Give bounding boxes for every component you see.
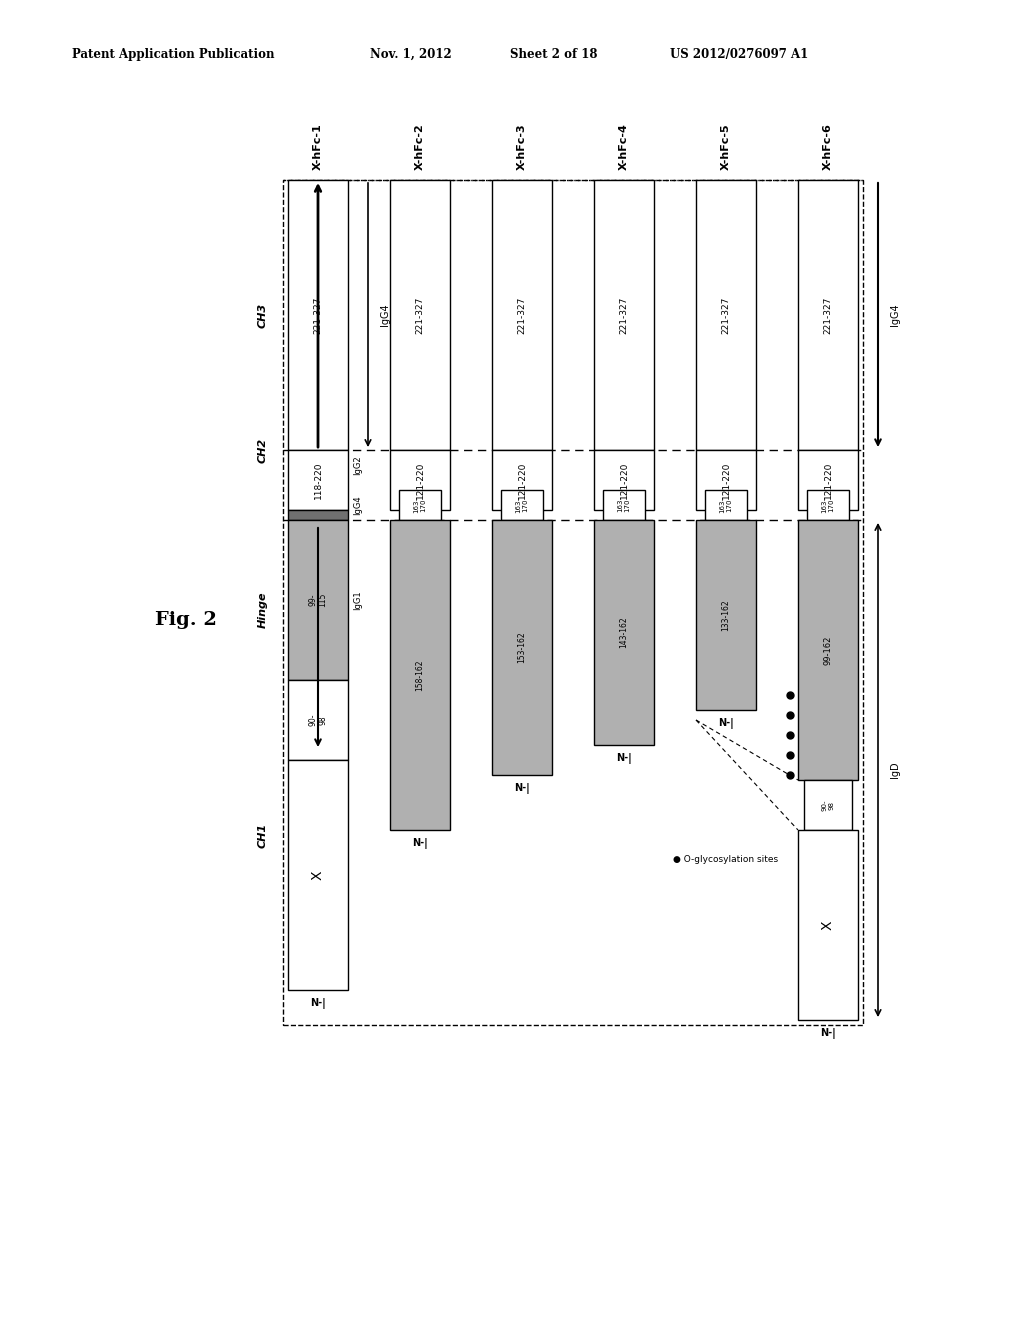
Text: X-hFc-5: X-hFc-5	[721, 123, 731, 170]
Text: N-|: N-|	[514, 783, 529, 795]
Text: 99-
115: 99- 115	[308, 593, 328, 607]
Bar	[501, 490, 543, 520]
Bar	[798, 520, 858, 780]
Text: Sheet 2 of 18: Sheet 2 of 18	[510, 48, 597, 61]
Text: ● O-glycosylation sites: ● O-glycosylation sites	[673, 855, 778, 865]
Bar	[399, 490, 441, 520]
Bar	[390, 180, 450, 450]
Text: N-|: N-|	[412, 838, 428, 849]
Bar	[594, 180, 654, 450]
Text: 99-162: 99-162	[823, 635, 833, 665]
Text: N-|: N-|	[820, 1028, 836, 1039]
Text: 121-220: 121-220	[517, 461, 526, 499]
Text: X: X	[311, 870, 325, 879]
Bar	[696, 180, 756, 450]
Text: 221-327: 221-327	[313, 296, 323, 334]
Text: IgG2: IgG2	[353, 455, 362, 475]
Bar	[288, 180, 348, 450]
Bar	[804, 780, 852, 830]
Text: 121-220: 121-220	[416, 461, 425, 499]
Text: Nov. 1, 2012: Nov. 1, 2012	[370, 48, 452, 61]
Bar	[288, 520, 348, 680]
Bar	[492, 520, 552, 775]
Text: 118-220: 118-220	[313, 461, 323, 499]
Bar	[807, 490, 849, 520]
Text: 121-220: 121-220	[620, 461, 629, 499]
Text: IgG4: IgG4	[380, 304, 390, 326]
Text: IgG1: IgG1	[353, 590, 362, 610]
Text: 90-
98: 90- 98	[821, 799, 835, 810]
Bar	[390, 450, 450, 510]
Bar	[390, 520, 450, 830]
Text: IgG4: IgG4	[353, 495, 362, 515]
Text: 121-220: 121-220	[823, 461, 833, 499]
Text: 221-327: 221-327	[823, 296, 833, 334]
Text: 221-327: 221-327	[620, 296, 629, 334]
Bar	[798, 180, 858, 450]
Text: 163
170: 163 170	[617, 498, 631, 512]
Bar	[283, 180, 863, 1026]
Text: 158-162: 158-162	[416, 659, 425, 690]
Text: 133-162: 133-162	[722, 599, 730, 631]
Bar	[288, 760, 348, 990]
Text: CH1: CH1	[258, 822, 268, 847]
Bar	[492, 180, 552, 450]
Text: CH3: CH3	[258, 302, 268, 327]
Text: 121-220: 121-220	[722, 461, 730, 499]
Bar	[288, 510, 348, 520]
Text: Hinge: Hinge	[258, 591, 268, 628]
Text: 90-
98: 90- 98	[308, 714, 328, 726]
Bar	[696, 520, 756, 710]
Bar	[696, 450, 756, 510]
Text: 163-
170: 163- 170	[821, 498, 835, 513]
Text: 163-
170: 163- 170	[720, 498, 732, 513]
Text: N-|: N-|	[718, 718, 734, 729]
Text: 221-327: 221-327	[416, 296, 425, 334]
Text: N-|: N-|	[310, 998, 326, 1008]
Text: X-hFc-6: X-hFc-6	[823, 123, 833, 170]
Text: X-hFc-4: X-hFc-4	[618, 123, 629, 170]
Text: 143-162: 143-162	[620, 616, 629, 648]
Bar	[798, 830, 858, 1020]
Bar	[798, 450, 858, 510]
Text: N-|: N-|	[616, 752, 632, 764]
Text: IgG4: IgG4	[890, 304, 900, 326]
Bar	[288, 450, 348, 510]
Text: 221-327: 221-327	[517, 296, 526, 334]
Bar	[594, 520, 654, 744]
Bar	[603, 490, 645, 520]
Bar	[288, 680, 348, 760]
Text: 163-
170: 163- 170	[515, 498, 528, 513]
Text: Patent Application Publication: Patent Application Publication	[72, 48, 274, 61]
Text: X-hFc-2: X-hFc-2	[415, 123, 425, 170]
Text: US 2012/0276097 A1: US 2012/0276097 A1	[670, 48, 808, 61]
Bar	[492, 450, 552, 510]
Text: 153-162: 153-162	[517, 632, 526, 664]
Text: 221-327: 221-327	[722, 296, 730, 334]
Text: 163-
170: 163- 170	[414, 498, 427, 513]
Text: X-hFc-1: X-hFc-1	[313, 123, 323, 170]
Text: Fig. 2: Fig. 2	[155, 611, 217, 630]
Text: IgD: IgD	[890, 762, 900, 779]
Bar	[705, 490, 746, 520]
Text: X: X	[821, 920, 835, 929]
Text: CH2: CH2	[258, 437, 268, 462]
Bar	[594, 450, 654, 510]
Text: X-hFc-3: X-hFc-3	[517, 123, 527, 170]
